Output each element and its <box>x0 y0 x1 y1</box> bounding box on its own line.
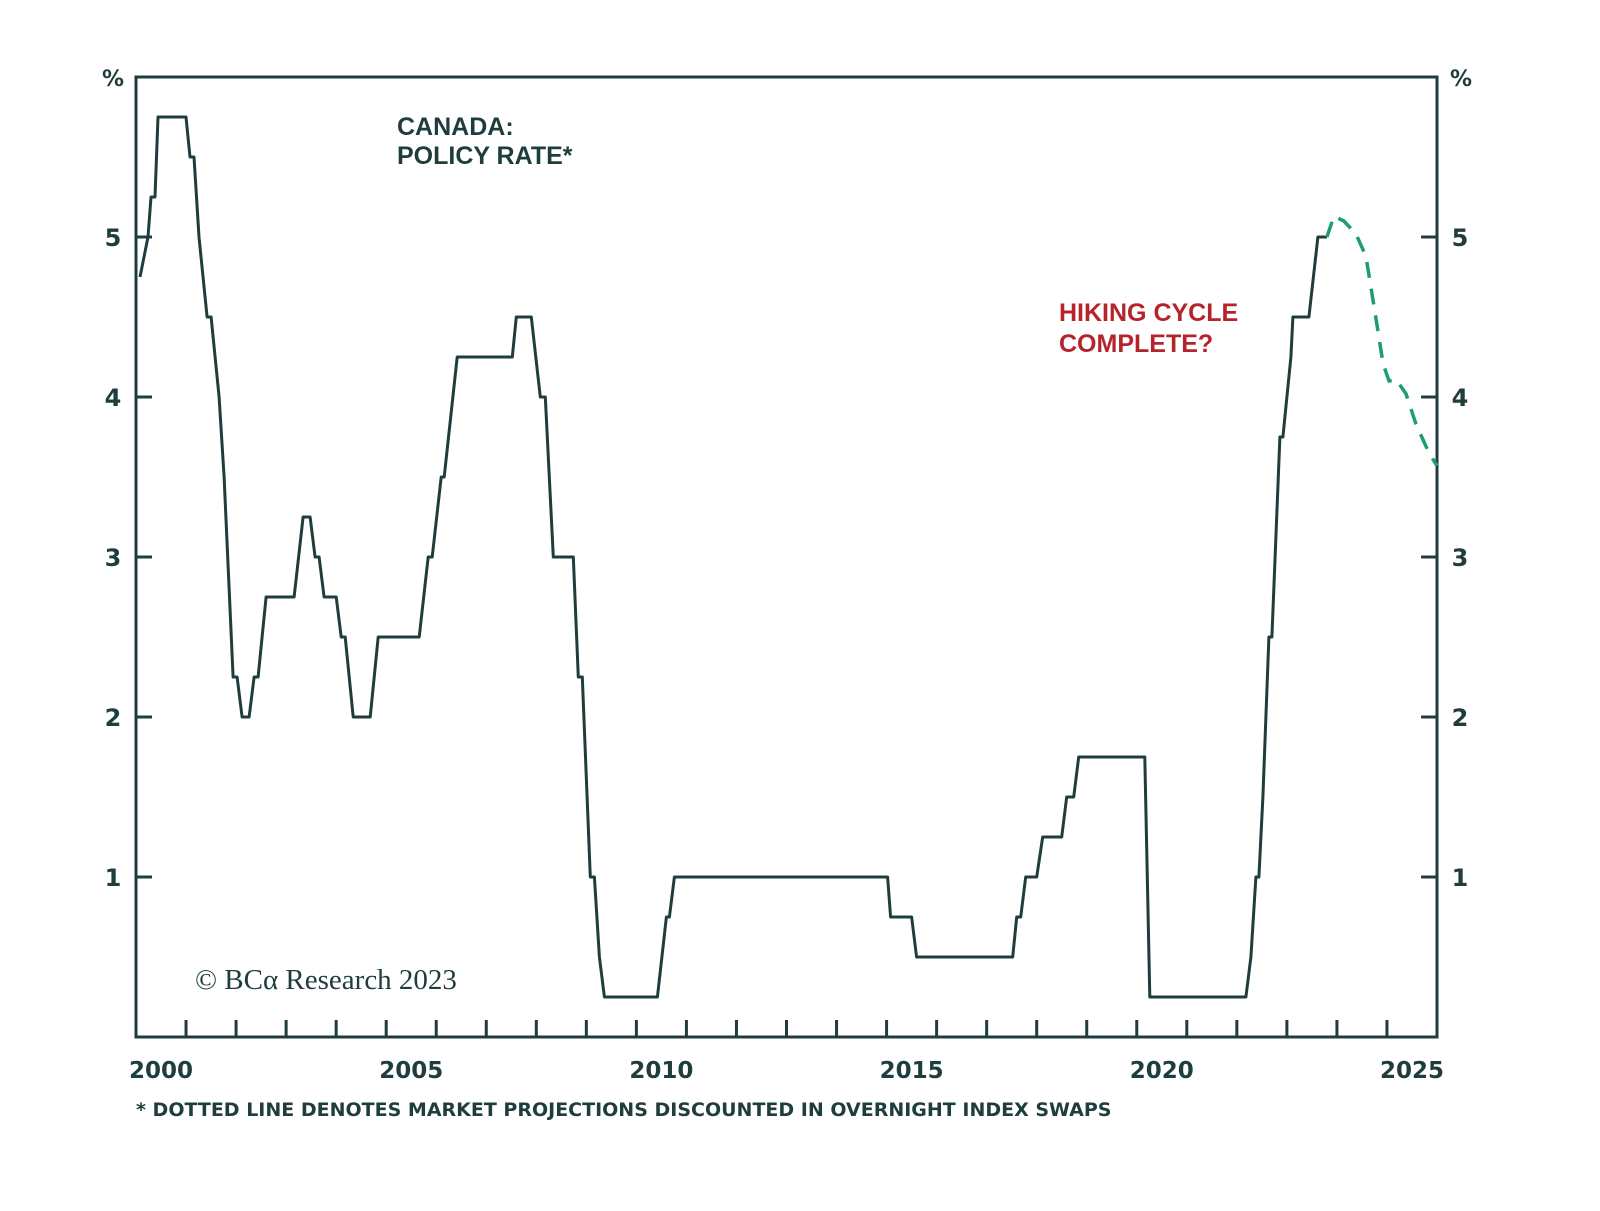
axis-ticks <box>136 235 1437 1037</box>
x-tick-label: 2000 <box>129 1058 193 1084</box>
y-tick-label-left: 5 <box>105 224 122 252</box>
y-tick-label-right: 3 <box>1452 544 1469 572</box>
y-tick-label-right: 1 <box>1452 864 1469 892</box>
chart-subtitle: POLICY RATE* <box>397 142 573 170</box>
plot-frame <box>134 75 1439 1039</box>
y-tick-label-left: 3 <box>105 544 122 572</box>
x-tick-label: 2005 <box>379 1058 443 1084</box>
annotation-line-1: HIKING CYCLE <box>1059 299 1238 327</box>
chart-title: CANADA: <box>397 113 514 141</box>
footnote: * DOTTED LINE DENOTES MARKET PROJECTIONS… <box>136 1099 1111 1121</box>
y-axis-tick-labels: 1 1 2 2 3 3 4 4 5 5 <box>105 224 1469 892</box>
policy-rate-line <box>138 115 1327 999</box>
y-tick-label-right: 5 <box>1452 224 1469 252</box>
series-lines <box>138 115 1439 999</box>
y-tick-label-left: 2 <box>105 704 122 732</box>
y-axis-unit-right: % <box>1450 67 1472 92</box>
y-tick-label-right: 4 <box>1452 384 1469 412</box>
x-tick-label: 2010 <box>629 1058 693 1084</box>
copyright-watermark: © BCα Research 2023 <box>195 964 457 996</box>
y-tick-label-left: 4 <box>105 384 122 412</box>
annotation-line-2: COMPLETE? <box>1059 330 1213 358</box>
y-tick-label-right: 2 <box>1452 704 1469 732</box>
x-tick-label: 2015 <box>880 1058 944 1084</box>
y-axis-unit-left: % <box>102 67 124 92</box>
x-tick-label: 2025 <box>1380 1058 1444 1084</box>
projection-dashed-line <box>1325 214 1439 467</box>
x-axis-tick-labels: 2000 2005 2010 2015 2020 2025 <box>129 1058 1444 1084</box>
x-tick-label: 2020 <box>1130 1058 1194 1084</box>
y-tick-label-left: 1 <box>105 864 122 892</box>
